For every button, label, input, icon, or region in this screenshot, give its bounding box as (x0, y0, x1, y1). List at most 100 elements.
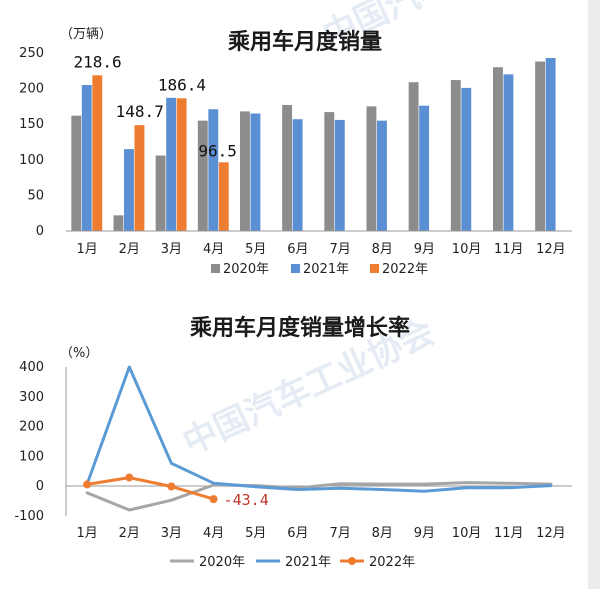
bar-2020年-5月 (240, 111, 250, 231)
line-chart-x-ticks: 1月 2月 3月 4月 5月 6月 7月 8月 9月 10月 11月 12月 (76, 526, 565, 541)
line-point-2022年 (125, 473, 134, 482)
line-chart-legend: 2020年 2021年 2022年 (170, 555, 415, 570)
bar-x-tick-label: 4月 (203, 242, 224, 257)
bar-legend-swatch (370, 264, 379, 273)
line-x-tick-label: 7月 (329, 526, 350, 541)
bar-x-tick-label: 12月 (536, 242, 566, 257)
line-x-tick-label: 4月 (203, 526, 224, 541)
bar-2020年-7月 (324, 112, 335, 231)
line-data-label: -43.4 (224, 491, 269, 509)
line-x-tick-label: 11月 (494, 526, 524, 541)
bar-x-tick-label: 8月 (372, 242, 393, 257)
bar-chart-data-labels: 218.6 148.7 186.4 96.5 (73, 52, 236, 160)
bar-chart-x-ticks: 1月 2月 3月 4月 5月 6月 7月 8月 9月 10月 11月 12月 (76, 242, 565, 257)
line-chart-y-ticks: 400 300 200 100 0 -100 (14, 360, 44, 524)
line-x-tick-label: 1月 (76, 526, 97, 541)
line-chart: 乘用车月度销量增长率 （%） 400 300 200 100 0 -100 1月 2月 3月 4… (14, 315, 572, 570)
bar-data-label: 218.6 (73, 52, 121, 71)
line-point-2022年 (167, 482, 176, 491)
line-x-tick-label: 5月 (245, 526, 266, 541)
line-x-tick-label: 8月 (372, 526, 393, 541)
bar-x-tick-label: 11月 (494, 242, 524, 257)
line-x-tick-label: 2月 (119, 526, 140, 541)
bar-x-tick-label: 5月 (245, 242, 266, 257)
line-series-2022年 (85, 476, 216, 501)
line-legend-marker (348, 557, 356, 565)
bar-2022年-2月 (134, 125, 145, 231)
bar-2021年-6月 (292, 119, 303, 231)
line-legend-label: 2022年 (369, 555, 415, 570)
bar-legend-swatch (211, 264, 220, 273)
bar-2020年-9月 (408, 82, 419, 231)
bar-x-tick-label: 10月 (452, 242, 482, 257)
bar-chart-title: 乘用车月度销量 (227, 29, 382, 55)
bar-x-tick-label: 3月 (161, 242, 182, 257)
bar-2021年-8月 (377, 120, 387, 231)
bar-2021年-10月 (461, 87, 472, 231)
bar-chart-ylabel: （万辆） (60, 27, 112, 42)
line-chart-ylabel: （%） (60, 346, 98, 361)
bar-2022年-4月 (218, 162, 229, 231)
bar-2020年-4月 (197, 120, 208, 231)
bar-2020年-6月 (282, 104, 293, 231)
line-y-tick-label: 300 (19, 390, 44, 405)
bar-2021年-3月 (166, 97, 177, 231)
bar-2021年-2月 (124, 149, 134, 231)
line-series-2021年 (85, 365, 553, 493)
line-y-tick-label: -100 (14, 509, 44, 524)
line-chart-lines (83, 365, 553, 512)
line-x-tick-label: 9月 (414, 526, 435, 541)
bar-2022年-3月 (176, 98, 187, 231)
bar-y-tick-label: 200 (19, 82, 44, 97)
bar-x-tick-label: 9月 (414, 242, 435, 257)
bar-legend-label: 2020年 (223, 262, 269, 277)
line-x-tick-label: 3月 (161, 526, 182, 541)
bar-data-label: 96.5 (198, 141, 237, 160)
line-point-2022年 (209, 495, 218, 504)
bar-2021年-7月 (334, 119, 345, 231)
bar-2021年-1月 (81, 85, 92, 231)
bar-2020年-1月 (71, 115, 82, 231)
line-chart-data-labels: -43.4 (224, 491, 269, 509)
line-y-tick-label: 100 (19, 449, 44, 464)
bar-2020年-11月 (493, 67, 503, 232)
bar-data-label: 148.7 (116, 102, 164, 121)
bar-2020年-12月 (535, 61, 546, 231)
bar-legend-label: 2022年 (382, 262, 428, 277)
bar-y-tick-label: 50 (27, 188, 44, 203)
bar-x-tick-label: 1月 (76, 242, 97, 257)
bar-2020年-3月 (155, 155, 166, 231)
bar-x-tick-label: 7月 (329, 242, 350, 257)
bar-chart-y-ticks: 0 50 100 150 200 250 (19, 46, 44, 239)
watermark: 中国汽车工业协会 中国汽车工业协会 (177, 0, 580, 463)
bar-2021年-5月 (250, 113, 261, 231)
bar-2021年-4月 (208, 109, 219, 231)
bar-chart: 乘用车月度销量 （万辆） 0 50 100 150 200 250 1月 2月 3月 4月 5月 6… (19, 27, 572, 277)
bar-y-tick-label: 250 (19, 46, 44, 61)
line-y-tick-label: 200 (19, 420, 44, 435)
line-legend-label: 2020年 (199, 555, 245, 570)
line-y-tick-label: 0 (36, 479, 44, 494)
line-chart-title: 乘用车月度销量增长率 (189, 315, 410, 341)
line-point-2022年 (83, 480, 92, 489)
line-y-tick-label: 400 (19, 360, 44, 375)
bar-2022年-1月 (92, 75, 103, 231)
bar-2020年-2月 (113, 215, 124, 231)
bar-2020年-10月 (450, 80, 461, 231)
bar-2021年-12月 (545, 57, 556, 231)
bar-x-tick-label: 2月 (119, 242, 140, 257)
bar-2020年-8月 (366, 106, 377, 231)
bar-x-tick-label: 6月 (287, 242, 308, 257)
bar-data-label: 186.4 (158, 75, 206, 94)
window-edge (588, 0, 600, 589)
bar-legend-label: 2021年 (303, 262, 349, 277)
line-series-2020年 (85, 481, 553, 512)
line-x-tick-label: 12月 (536, 526, 566, 541)
line-legend-label: 2021年 (285, 555, 331, 570)
bar-legend-swatch (291, 264, 300, 273)
bar-2021年-11月 (503, 74, 514, 231)
bar-2021年-9月 (419, 105, 430, 231)
line-x-tick-label: 10月 (452, 526, 482, 541)
line-x-tick-label: 6月 (287, 526, 308, 541)
bar-chart-legend: 2020年 2021年 2022年 (211, 262, 428, 277)
